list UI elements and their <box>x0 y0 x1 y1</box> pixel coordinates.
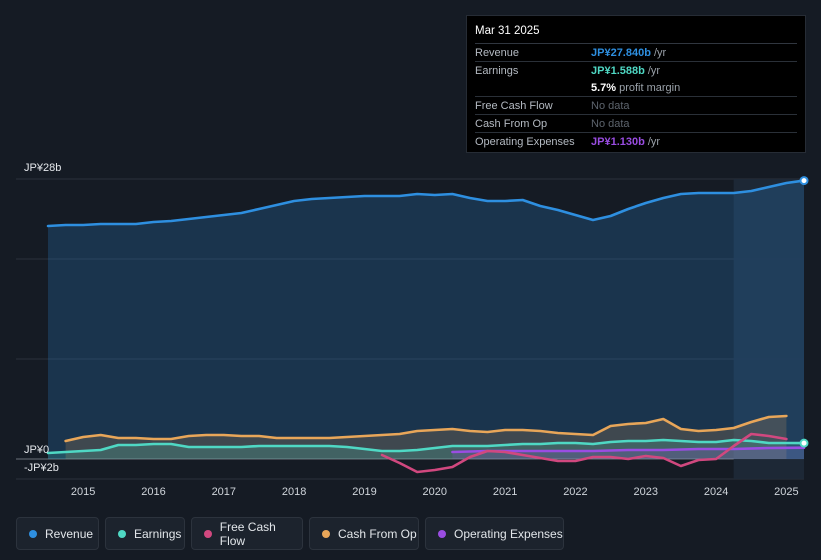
tooltip-earnings-value: JP¥1.588b <box>591 64 645 77</box>
y-tick-labels: JP¥28b JP¥0 -JP¥2b <box>24 162 61 474</box>
legend-opex[interactable]: Operating Expenses <box>425 517 564 550</box>
x-tick-labels: 2015 2016 2017 2018 2019 2020 2021 2022 2023 2024… <box>71 486 799 498</box>
tooltip-revenue-unit: /yr <box>653 46 667 59</box>
opex-dot-icon <box>438 529 446 538</box>
data-tooltip: Mar 31 2025 Revenue JP¥27.840b /yr Earni… <box>466 15 806 153</box>
legend-cfo[interactable]: Cash From Op <box>309 517 419 550</box>
legend-fcf[interactable]: Free Cash Flow <box>191 517 303 550</box>
tooltip-row-revenue: Revenue JP¥27.840b /yr <box>475 44 797 62</box>
highlight-band <box>733 179 804 479</box>
x-tick-label: 2016 <box>141 486 165 498</box>
chart-canvas: JP¥28b JP¥0 -JP¥2b 2015 2016 2017 2018 2019 202… <box>16 162 809 498</box>
end-markers <box>799 176 809 448</box>
tooltip-cfo-value: No data <box>591 117 630 130</box>
forecast-highlight <box>733 179 804 479</box>
series-line-cfo <box>64 414 788 443</box>
x-tick-label: 2020 <box>423 486 447 498</box>
tooltip-earnings-unit: /yr <box>647 64 661 77</box>
revenue-dot-icon <box>29 529 37 538</box>
tooltip-row-opex: Operating Expenses JP¥1.130b /yr <box>475 133 797 150</box>
legend-cfo-label: Cash From Op <box>338 526 417 541</box>
tooltip-row-earnings: Earnings JP¥1.588b /yr <box>475 62 797 79</box>
tooltip-fcf-value: No data <box>591 99 630 112</box>
tooltip-row-margin: 5.7% profit margin <box>475 79 797 97</box>
tooltip-opex-value: JP¥1.130b <box>591 135 645 148</box>
x-tick-label: 2024 <box>704 486 728 498</box>
tooltip-opex-unit: /yr <box>647 135 661 148</box>
series-group <box>46 179 806 474</box>
legend-revenue[interactable]: Revenue <box>16 517 99 550</box>
x-tick-label: 2017 <box>212 486 236 498</box>
legend-earnings[interactable]: Earnings <box>105 517 185 550</box>
tooltip-date: Mar 31 2025 <box>475 16 797 44</box>
tooltip-revenue-value: JP¥27.840b <box>591 46 651 59</box>
tooltip-row-cfo: Cash From Op No data <box>475 115 797 133</box>
series-line-revenue <box>46 179 806 228</box>
series-area-opex <box>452 447 804 459</box>
x-tick-label: 2023 <box>634 486 658 498</box>
x-tick-label: 2015 <box>71 486 95 498</box>
y-tick-label: JP¥28b <box>24 162 61 174</box>
end-marker-earnings <box>799 438 809 448</box>
x-tick-label: 2018 <box>282 486 306 498</box>
tooltip-earnings-label: Earnings <box>475 64 519 77</box>
y-tick-label: JP¥0 <box>24 444 49 456</box>
series-line-opex <box>451 446 806 454</box>
series-line-fcf <box>380 432 788 474</box>
tooltip-cfo-label: Cash From Op <box>475 117 548 130</box>
series-area-cfo <box>65 416 787 459</box>
x-tick-label: 2019 <box>352 486 376 498</box>
gridlines <box>16 178 804 480</box>
y-tick-label: -JP¥2b <box>24 462 59 474</box>
legend-earnings-label: Earnings <box>134 526 182 541</box>
end-marker-revenue <box>799 176 809 186</box>
series-area-revenue <box>48 180 804 459</box>
cfo-dot-icon <box>322 529 330 538</box>
tooltip-row-fcf: Free Cash Flow No data <box>475 97 797 115</box>
series-line-earnings <box>46 438 806 455</box>
x-tick-label: 2025 <box>774 486 798 498</box>
tooltip-revenue-label: Revenue <box>475 46 520 59</box>
fcf-dot-icon <box>204 529 212 538</box>
x-tick-label: 2022 <box>563 486 587 498</box>
x-tick-label: 2021 <box>493 486 517 498</box>
tooltip-fcf-label: Free Cash Flow <box>475 99 553 112</box>
legend-fcf-label: Free Cash Flow <box>219 519 276 548</box>
tooltip-margin-label: profit margin <box>619 81 681 94</box>
legend-revenue-label: Revenue <box>45 526 94 541</box>
earnings-dot-icon <box>118 529 126 538</box>
legend-opex-label: Operating Expenses <box>454 526 563 541</box>
tooltip-margin-value: 5.7% <box>591 81 617 94</box>
tooltip-opex-label: Operating Expenses <box>475 135 575 148</box>
